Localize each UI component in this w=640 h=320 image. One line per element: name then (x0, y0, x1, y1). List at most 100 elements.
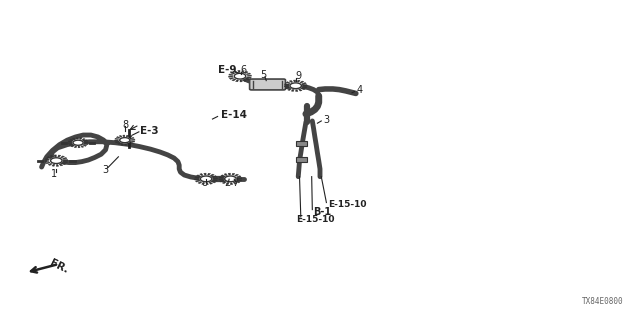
Polygon shape (207, 173, 211, 175)
Polygon shape (232, 173, 235, 175)
Polygon shape (285, 87, 289, 89)
Bar (296, 141, 307, 146)
Polygon shape (121, 143, 124, 145)
Text: TX84E0800: TX84E0800 (582, 297, 624, 306)
Polygon shape (81, 146, 84, 148)
Polygon shape (303, 84, 307, 86)
Polygon shape (296, 89, 298, 92)
Polygon shape (226, 182, 229, 185)
Polygon shape (219, 179, 223, 180)
Polygon shape (54, 155, 56, 157)
Polygon shape (297, 80, 300, 82)
Bar (296, 157, 307, 162)
Polygon shape (115, 141, 119, 143)
Polygon shape (63, 161, 68, 163)
Text: 8: 8 (202, 178, 208, 188)
Polygon shape (237, 176, 241, 178)
Polygon shape (68, 143, 72, 144)
Polygon shape (244, 71, 248, 74)
Circle shape (290, 83, 301, 89)
Text: 7: 7 (232, 178, 239, 188)
Polygon shape (211, 174, 214, 176)
Polygon shape (127, 143, 131, 145)
Polygon shape (287, 88, 291, 91)
Polygon shape (52, 164, 55, 166)
Polygon shape (301, 88, 305, 90)
Polygon shape (56, 164, 59, 166)
Polygon shape (58, 155, 61, 157)
Polygon shape (70, 139, 74, 141)
Polygon shape (200, 173, 204, 176)
Polygon shape (123, 135, 125, 137)
Polygon shape (45, 162, 50, 164)
Polygon shape (84, 140, 88, 141)
Polygon shape (212, 176, 217, 178)
Text: E-15-10: E-15-10 (296, 215, 334, 224)
Polygon shape (198, 181, 202, 184)
Polygon shape (291, 89, 294, 92)
Circle shape (120, 138, 130, 143)
Polygon shape (63, 157, 67, 159)
Polygon shape (71, 145, 74, 147)
Polygon shape (236, 181, 240, 183)
Polygon shape (213, 180, 218, 181)
Polygon shape (241, 70, 244, 73)
Polygon shape (47, 156, 51, 158)
Polygon shape (126, 135, 129, 137)
Polygon shape (228, 76, 233, 77)
Text: 2: 2 (225, 178, 231, 188)
Circle shape (200, 176, 212, 182)
Polygon shape (61, 156, 65, 158)
Polygon shape (131, 141, 135, 142)
Polygon shape (115, 140, 118, 141)
Polygon shape (303, 86, 307, 88)
Polygon shape (243, 79, 246, 82)
Polygon shape (84, 142, 88, 143)
FancyBboxPatch shape (250, 79, 285, 90)
Polygon shape (235, 174, 239, 176)
Text: 1: 1 (51, 169, 57, 180)
Polygon shape (196, 175, 201, 177)
Polygon shape (284, 84, 289, 85)
Text: 5: 5 (260, 70, 267, 80)
Polygon shape (195, 180, 200, 182)
Polygon shape (48, 163, 52, 165)
Polygon shape (131, 137, 134, 139)
Text: E-14: E-14 (221, 110, 247, 120)
Polygon shape (219, 177, 223, 178)
Polygon shape (59, 164, 63, 166)
Circle shape (73, 140, 83, 145)
Polygon shape (234, 71, 237, 73)
Polygon shape (221, 175, 225, 177)
Polygon shape (230, 72, 235, 74)
Circle shape (234, 73, 246, 79)
Polygon shape (79, 138, 82, 140)
Polygon shape (232, 79, 236, 81)
Polygon shape (61, 163, 66, 165)
Polygon shape (224, 173, 228, 176)
Text: FR.: FR. (48, 258, 70, 275)
Polygon shape (206, 182, 209, 185)
Polygon shape (68, 144, 72, 146)
Polygon shape (237, 180, 242, 181)
Text: 4: 4 (356, 85, 363, 95)
Text: 3: 3 (323, 115, 330, 125)
Polygon shape (118, 142, 121, 144)
Polygon shape (240, 80, 243, 82)
Polygon shape (286, 82, 291, 84)
Polygon shape (230, 182, 233, 185)
Polygon shape (78, 146, 80, 148)
Polygon shape (45, 161, 49, 162)
Polygon shape (129, 142, 133, 144)
Polygon shape (195, 177, 199, 178)
Circle shape (225, 176, 236, 182)
Text: 8: 8 (122, 120, 129, 130)
Polygon shape (76, 138, 78, 140)
Polygon shape (195, 179, 199, 180)
Polygon shape (233, 182, 237, 184)
Polygon shape (237, 178, 242, 179)
Polygon shape (237, 70, 240, 73)
Polygon shape (300, 81, 304, 83)
Polygon shape (245, 78, 250, 80)
Polygon shape (74, 146, 77, 148)
